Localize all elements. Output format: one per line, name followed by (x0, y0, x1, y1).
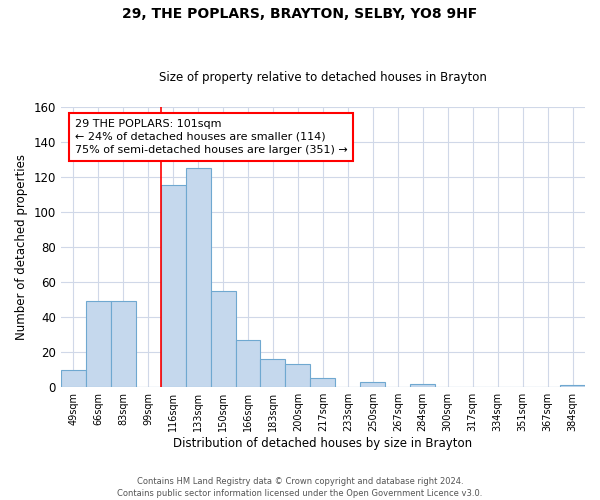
Bar (161, 186, 185, 387)
Bar (310, 378, 335, 387)
Bar (410, 384, 435, 387)
Bar (236, 340, 260, 387)
Bar (286, 364, 310, 387)
Text: 29, THE POPLARS, BRAYTON, SELBY, YO8 9HF: 29, THE POPLARS, BRAYTON, SELBY, YO8 9HF (122, 8, 478, 22)
Bar (61, 370, 86, 387)
Bar (185, 168, 211, 387)
Title: Size of property relative to detached houses in Brayton: Size of property relative to detached ho… (159, 72, 487, 85)
Bar (211, 290, 236, 387)
Bar (111, 301, 136, 387)
Text: 29 THE POPLARS: 101sqm
← 24% of detached houses are smaller (114)
75% of semi-de: 29 THE POPLARS: 101sqm ← 24% of detached… (74, 119, 347, 155)
Bar (361, 382, 385, 387)
Bar (260, 359, 286, 387)
Text: Contains HM Land Registry data © Crown copyright and database right 2024.
Contai: Contains HM Land Registry data © Crown c… (118, 476, 482, 498)
Bar (560, 386, 585, 387)
Y-axis label: Number of detached properties: Number of detached properties (15, 154, 28, 340)
X-axis label: Distribution of detached houses by size in Brayton: Distribution of detached houses by size … (173, 437, 472, 450)
Bar (86, 301, 111, 387)
